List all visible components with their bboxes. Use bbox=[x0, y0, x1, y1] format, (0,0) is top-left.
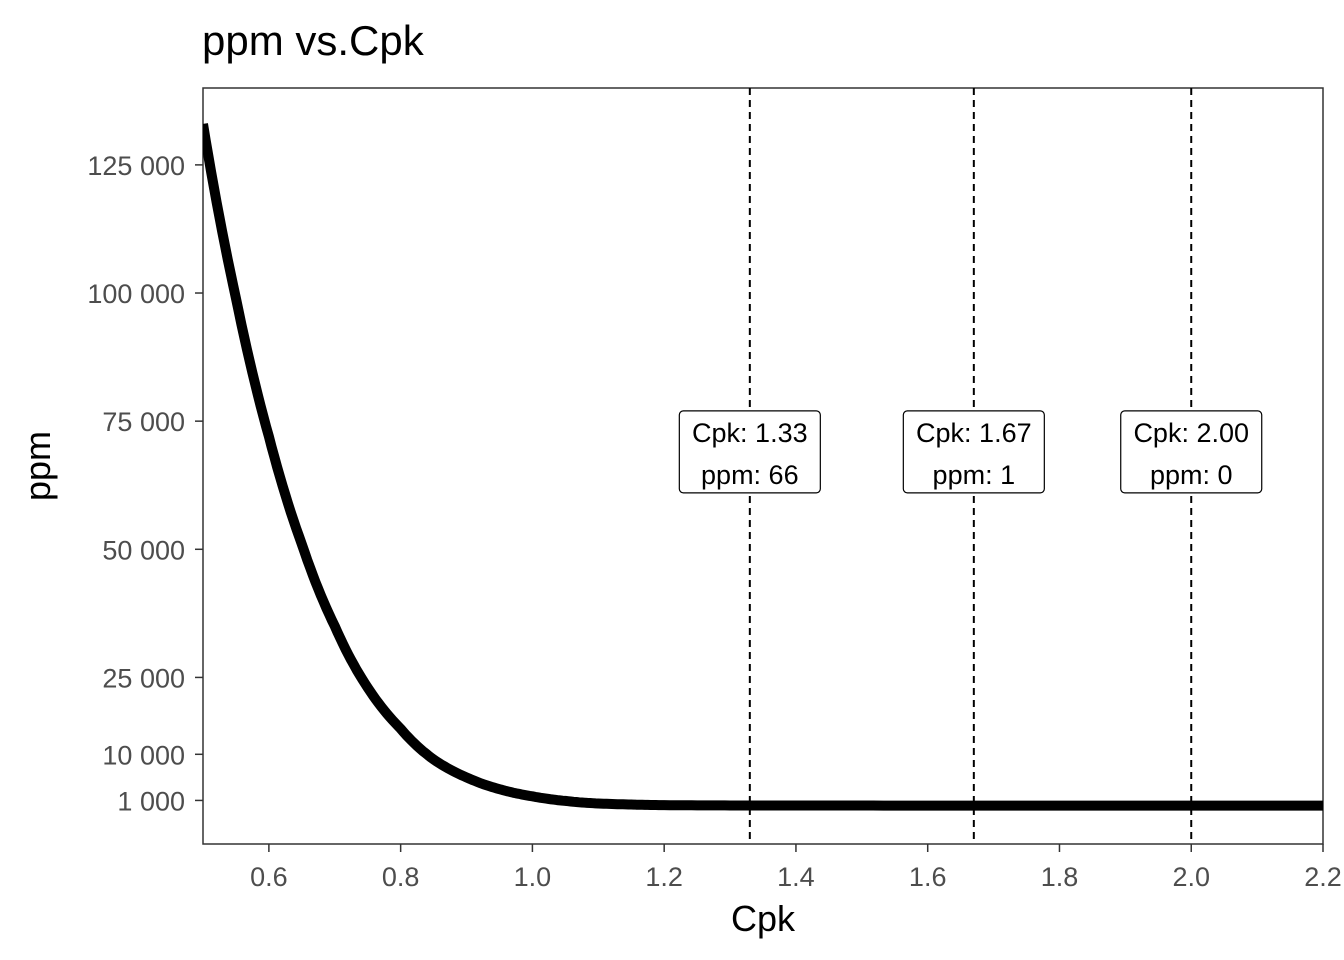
annotation-label: Cpk: 2.00 ppm: 0 bbox=[1120, 410, 1263, 494]
y-tick-label: 100 000 bbox=[87, 279, 185, 309]
annotation-box bbox=[902, 410, 1045, 494]
y-tick-label: 1 000 bbox=[117, 786, 185, 816]
y-tick-label: 10 000 bbox=[102, 740, 185, 770]
annotation-box bbox=[1120, 410, 1263, 494]
y-tick-label: 25 000 bbox=[102, 663, 185, 693]
y-tick-label: 125 000 bbox=[87, 151, 185, 181]
annotation-ppm-text: ppm: 1 bbox=[933, 460, 1016, 490]
x-axis-title: Cpk bbox=[731, 898, 796, 939]
annotation-cpk-text: Cpk: 1.67 bbox=[916, 418, 1032, 448]
x-tick-label: 0.6 bbox=[250, 862, 288, 892]
annotation-cpk-text: Cpk: 2.00 bbox=[1133, 418, 1249, 448]
annotation-ppm-text: ppm: 66 bbox=[701, 460, 799, 490]
annotation-ppm-text: ppm: 0 bbox=[1150, 460, 1233, 490]
x-tick-label: 2.0 bbox=[1172, 862, 1210, 892]
x-tick-label: 1.2 bbox=[645, 862, 683, 892]
series-line bbox=[203, 123, 1323, 811]
chart-title: ppm vs.Cpk bbox=[202, 17, 425, 64]
series-layer bbox=[203, 123, 1323, 811]
annotation-box bbox=[678, 410, 821, 494]
annotation-cpk-text: Cpk: 1.33 bbox=[692, 418, 808, 448]
plot-panel-border bbox=[202, 87, 1324, 845]
annotation-label: Cpk: 1.67 ppm: 1 bbox=[902, 410, 1045, 494]
y-tick-label: 50 000 bbox=[102, 535, 185, 565]
x-tick-label: 1.0 bbox=[514, 862, 552, 892]
x-tick-label: 1.8 bbox=[1041, 862, 1079, 892]
x-tick-label: 0.8 bbox=[382, 862, 420, 892]
y-tick-label: 75 000 bbox=[102, 407, 185, 437]
axis-ticks: 0.6 0.8 1.0 1.2 1.4 1.6 1.8 2.0 2.2 1 000 10 000 25… bbox=[87, 151, 1341, 892]
annotations: Cpk: 1.33 ppm: 66 Cpk: 1.67 ppm: 1 Cpk: 2.00… bbox=[678, 410, 1263, 494]
annotation-label: Cpk: 1.33 ppm: 66 bbox=[678, 410, 821, 494]
x-tick-label: 1.4 bbox=[777, 862, 815, 892]
x-tick-label: 1.6 bbox=[909, 862, 947, 892]
y-axis-title: ppm bbox=[17, 431, 58, 501]
x-tick-label: 2.2 bbox=[1304, 862, 1342, 892]
